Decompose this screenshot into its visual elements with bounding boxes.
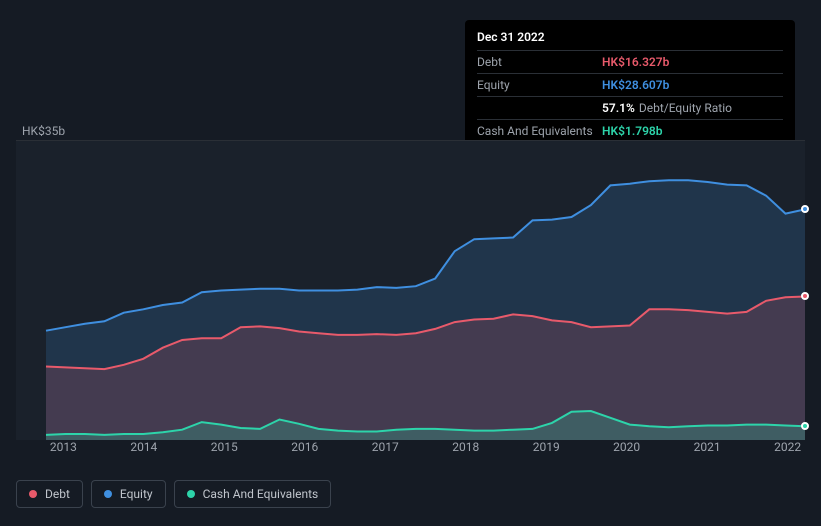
tooltip-label: Cash And Equivalents — [477, 122, 602, 140]
x-tick: 2020 — [613, 440, 640, 454]
tooltip-value: HK$28.607b — [602, 76, 669, 94]
x-tick: 2013 — [50, 440, 77, 454]
x-tick: 2015 — [211, 440, 238, 454]
tooltip-row: 57.1%Debt/Equity Ratio — [477, 96, 783, 119]
x-tick: 2016 — [291, 440, 318, 454]
legend-label: Debt — [45, 487, 70, 501]
chart-svg — [16, 141, 805, 440]
x-tick: 2014 — [130, 440, 157, 454]
legend-label: Equity — [120, 487, 153, 501]
legend: Debt Equity Cash And Equivalents — [16, 480, 331, 508]
chart-tooltip: Dec 31 2022 DebtHK$16.327bEquityHK$28.60… — [465, 20, 795, 150]
legend-swatch — [104, 490, 112, 498]
series-marker — [801, 292, 809, 300]
x-axis: 2013 2014 2015 2016 2017 2018 2019 2020 2021 2022 — [16, 440, 805, 464]
x-tick: 2021 — [694, 440, 721, 454]
series-marker — [801, 205, 809, 213]
tooltip-label: Equity — [477, 76, 602, 94]
legend-item-debt[interactable]: Debt — [16, 480, 83, 508]
tooltip-label — [477, 99, 602, 117]
legend-item-equity[interactable]: Equity — [91, 480, 166, 508]
tooltip-date: Dec 31 2022 — [477, 28, 783, 50]
x-tick: 2017 — [372, 440, 399, 454]
legend-swatch — [187, 490, 195, 498]
tooltip-value: HK$1.798b — [602, 122, 663, 140]
tooltip-value: HK$16.327b — [602, 53, 669, 71]
x-tick: 2019 — [533, 440, 560, 454]
tooltip-row: DebtHK$16.327b — [477, 50, 783, 73]
legend-label: Cash And Equivalents — [203, 487, 319, 501]
tooltip-row: EquityHK$28.607b — [477, 73, 783, 96]
x-tick: 2018 — [452, 440, 479, 454]
tooltip-value: 57.1% — [602, 99, 635, 117]
tooltip-row: Cash And EquivalentsHK$1.798b — [477, 119, 783, 142]
tooltip-suffix: Debt/Equity Ratio — [639, 99, 732, 117]
chart-area[interactable] — [16, 140, 805, 440]
legend-swatch — [29, 490, 37, 498]
series-marker — [801, 422, 809, 430]
tooltip-label: Debt — [477, 53, 602, 71]
legend-item-cash-and-equivalents[interactable]: Cash And Equivalents — [174, 480, 332, 508]
x-tick: 2022 — [774, 440, 801, 454]
y-axis-label-top: HK$35b — [22, 124, 65, 138]
